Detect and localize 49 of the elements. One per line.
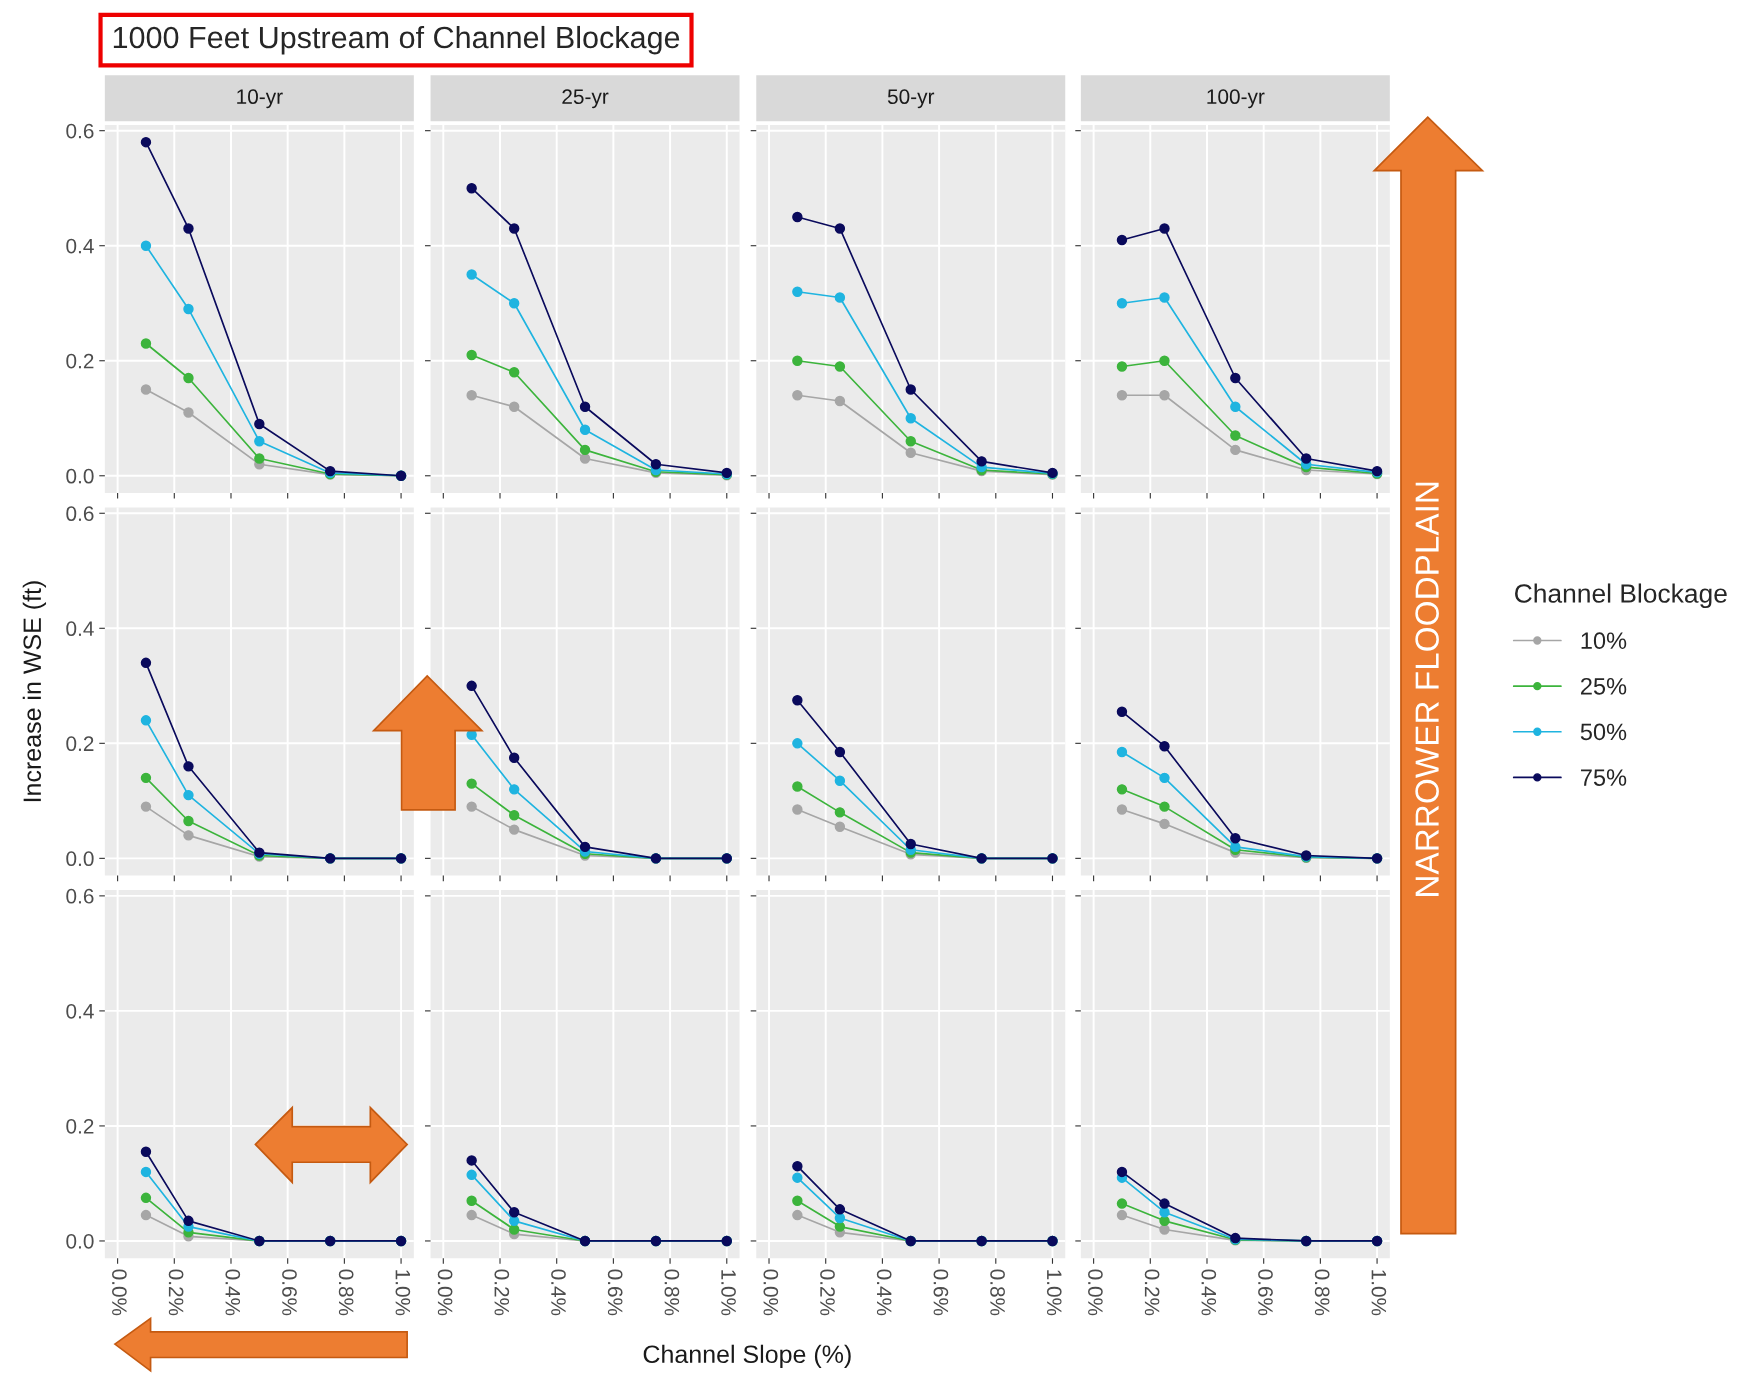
x-tick-label: 1.0% (395, 1270, 411, 1316)
y-tick-label: 0.6 (66, 123, 94, 139)
x-tick-label: 0.8% (664, 1269, 680, 1316)
y-tick-label: 0.4 (66, 621, 94, 637)
chart-subtitle: 10-yr (237, 89, 283, 109)
x-tick-label: 0.2% (494, 1269, 510, 1316)
y-tick-label: 0.4 (66, 1003, 94, 1019)
chart-subtitle: 100-yr (1207, 89, 1265, 109)
chart-title: 1000 Feet Upstream of Channel Blockage (113, 25, 680, 55)
x-tick-label: 0.2% (820, 1269, 835, 1316)
x-tick-label: 0.4% (876, 1269, 892, 1316)
y-tick-label: 0.0 (66, 851, 94, 867)
y-tick-label: 0.2 (66, 1118, 94, 1134)
x-tick-label: 0.0% (437, 1269, 453, 1316)
x-tick-label: 0.6% (933, 1269, 949, 1316)
x-tick-label: 1.0% (721, 1270, 736, 1316)
x-tick-label: 0.6% (1258, 1269, 1273, 1316)
legend-label: 75% (1581, 769, 1627, 786)
x-tick-label: 0.8% (1314, 1269, 1330, 1316)
x-tick-label: 0.0% (763, 1269, 779, 1316)
x-tick-label: 0.4% (551, 1269, 566, 1316)
x-tick-label: 0.2% (168, 1269, 184, 1316)
x-tick-label: 0.0% (112, 1269, 127, 1316)
legend-title: Channel Blockage (1515, 583, 1727, 609)
text: NARROWER FLOODPLAIN (1415, 482, 1439, 896)
legend-label: 25% (1581, 677, 1627, 695)
legend-label: 50% (1580, 723, 1627, 741)
x-tick-label: 0.6% (607, 1269, 623, 1316)
x-tick-label: 0.6% (282, 1269, 297, 1316)
x-tick-label: 0.8% (338, 1269, 354, 1316)
y-axis-title: Increase in WSE (ft) (22, 581, 47, 802)
y-tick-label: 0.0 (66, 468, 94, 484)
chart-subtitle: 25-yr (562, 89, 609, 109)
x-tick-label: 0.4% (225, 1269, 241, 1316)
y-tick-label: 0.0 (66, 1233, 94, 1249)
y-tick-label: 0.2 (66, 736, 94, 752)
x-tick-label: 0.4% (1201, 1269, 1217, 1316)
y-tick-label: 0.6 (66, 888, 94, 904)
y-tick-label: 0.4 (66, 238, 94, 254)
x-tick-label: 0.8% (990, 1269, 1005, 1316)
x-tick-label: 0.0% (1088, 1269, 1103, 1316)
x-tick-label: 1.0% (1371, 1270, 1387, 1316)
x-axis-title: Channel Slope (%) (643, 1344, 851, 1369)
y-tick-label: 0.6 (66, 506, 94, 522)
y-tick-label: 0.2 (66, 353, 94, 369)
x-tick-label: 1.0% (1046, 1270, 1062, 1316)
chart-subtitle: 50-yr (887, 89, 935, 109)
x-tick-label: 0.2% (1144, 1269, 1160, 1316)
legend-label: 10% (1581, 632, 1627, 650)
